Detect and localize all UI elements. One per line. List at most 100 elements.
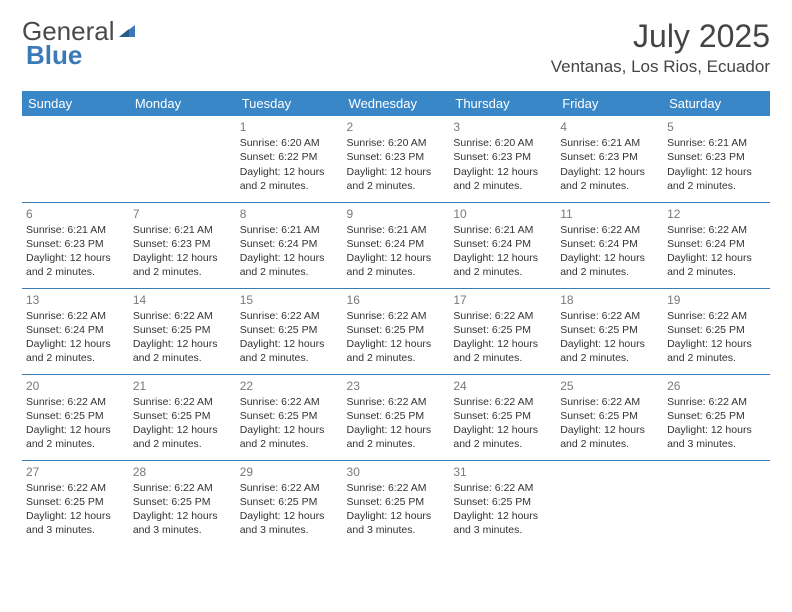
day-number: 14 — [133, 292, 232, 308]
calendar-cell: 31Sunrise: 6:22 AMSunset: 6:25 PMDayligh… — [449, 460, 556, 546]
day-number: 27 — [26, 464, 125, 480]
month-title: July 2025 — [551, 18, 770, 55]
calendar-cell: 28Sunrise: 6:22 AMSunset: 6:25 PMDayligh… — [129, 460, 236, 546]
day-number: 7 — [133, 206, 232, 222]
sunset-text: Sunset: 6:25 PM — [347, 323, 446, 337]
sunset-text: Sunset: 6:24 PM — [667, 237, 766, 251]
sunset-text: Sunset: 6:25 PM — [347, 495, 446, 509]
sunset-text: Sunset: 6:23 PM — [667, 150, 766, 164]
day-header-wednesday: Wednesday — [343, 91, 450, 116]
day-number: 19 — [667, 292, 766, 308]
calendar-cell: 15Sunrise: 6:22 AMSunset: 6:25 PMDayligh… — [236, 288, 343, 374]
calendar-row: 20Sunrise: 6:22 AMSunset: 6:25 PMDayligh… — [22, 374, 770, 460]
sunset-text: Sunset: 6:25 PM — [133, 323, 232, 337]
day-number: 12 — [667, 206, 766, 222]
day-number: 21 — [133, 378, 232, 394]
sunrise-text: Sunrise: 6:22 AM — [667, 309, 766, 323]
day-number: 28 — [133, 464, 232, 480]
calendar-cell: 13Sunrise: 6:22 AMSunset: 6:24 PMDayligh… — [22, 288, 129, 374]
sunrise-text: Sunrise: 6:22 AM — [453, 309, 552, 323]
day-header-row: Sunday Monday Tuesday Wednesday Thursday… — [22, 91, 770, 116]
sunset-text: Sunset: 6:24 PM — [560, 237, 659, 251]
calendar-cell: 20Sunrise: 6:22 AMSunset: 6:25 PMDayligh… — [22, 374, 129, 460]
calendar-cell — [663, 460, 770, 546]
header: General July 2025 Ventanas, Los Rios, Ec… — [22, 18, 770, 77]
sunrise-text: Sunrise: 6:22 AM — [133, 395, 232, 409]
sunset-text: Sunset: 6:23 PM — [560, 150, 659, 164]
calendar-row: 27Sunrise: 6:22 AMSunset: 6:25 PMDayligh… — [22, 460, 770, 546]
sunrise-text: Sunrise: 6:22 AM — [26, 481, 125, 495]
day-number: 13 — [26, 292, 125, 308]
day-header-saturday: Saturday — [663, 91, 770, 116]
daylight-text: Daylight: 12 hours and 3 minutes. — [347, 509, 446, 537]
daylight-text: Daylight: 12 hours and 2 minutes. — [560, 251, 659, 279]
day-number: 20 — [26, 378, 125, 394]
sunset-text: Sunset: 6:25 PM — [560, 409, 659, 423]
daylight-text: Daylight: 12 hours and 2 minutes. — [667, 251, 766, 279]
calendar-cell — [22, 116, 129, 202]
sunset-text: Sunset: 6:25 PM — [453, 495, 552, 509]
sunrise-text: Sunrise: 6:22 AM — [560, 223, 659, 237]
calendar-cell: 27Sunrise: 6:22 AMSunset: 6:25 PMDayligh… — [22, 460, 129, 546]
daylight-text: Daylight: 12 hours and 2 minutes. — [347, 165, 446, 193]
daylight-text: Daylight: 12 hours and 2 minutes. — [240, 251, 339, 279]
calendar-cell: 23Sunrise: 6:22 AMSunset: 6:25 PMDayligh… — [343, 374, 450, 460]
calendar-cell: 7Sunrise: 6:21 AMSunset: 6:23 PMDaylight… — [129, 202, 236, 288]
day-number: 11 — [560, 206, 659, 222]
calendar-cell: 12Sunrise: 6:22 AMSunset: 6:24 PMDayligh… — [663, 202, 770, 288]
calendar-row: 6Sunrise: 6:21 AMSunset: 6:23 PMDaylight… — [22, 202, 770, 288]
sunset-text: Sunset: 6:23 PM — [133, 237, 232, 251]
day-header-friday: Friday — [556, 91, 663, 116]
calendar-cell: 19Sunrise: 6:22 AMSunset: 6:25 PMDayligh… — [663, 288, 770, 374]
sunset-text: Sunset: 6:24 PM — [453, 237, 552, 251]
calendar-cell: 6Sunrise: 6:21 AMSunset: 6:23 PMDaylight… — [22, 202, 129, 288]
calendar-cell: 2Sunrise: 6:20 AMSunset: 6:23 PMDaylight… — [343, 116, 450, 202]
sunrise-text: Sunrise: 6:21 AM — [240, 223, 339, 237]
daylight-text: Daylight: 12 hours and 2 minutes. — [133, 423, 232, 451]
calendar-cell: 3Sunrise: 6:20 AMSunset: 6:23 PMDaylight… — [449, 116, 556, 202]
sunset-text: Sunset: 6:23 PM — [347, 150, 446, 164]
sunset-text: Sunset: 6:23 PM — [26, 237, 125, 251]
calendar-cell: 24Sunrise: 6:22 AMSunset: 6:25 PMDayligh… — [449, 374, 556, 460]
calendar-cell — [129, 116, 236, 202]
daylight-text: Daylight: 12 hours and 2 minutes. — [347, 251, 446, 279]
daylight-text: Daylight: 12 hours and 2 minutes. — [347, 337, 446, 365]
calendar-cell: 30Sunrise: 6:22 AMSunset: 6:25 PMDayligh… — [343, 460, 450, 546]
daylight-text: Daylight: 12 hours and 3 minutes. — [667, 423, 766, 451]
calendar-row: 1Sunrise: 6:20 AMSunset: 6:22 PMDaylight… — [22, 116, 770, 202]
sunrise-text: Sunrise: 6:22 AM — [133, 309, 232, 323]
calendar-cell: 29Sunrise: 6:22 AMSunset: 6:25 PMDayligh… — [236, 460, 343, 546]
calendar-cell: 26Sunrise: 6:22 AMSunset: 6:25 PMDayligh… — [663, 374, 770, 460]
daylight-text: Daylight: 12 hours and 2 minutes. — [347, 423, 446, 451]
daylight-text: Daylight: 12 hours and 2 minutes. — [26, 337, 125, 365]
sunrise-text: Sunrise: 6:20 AM — [453, 136, 552, 150]
daylight-text: Daylight: 12 hours and 2 minutes. — [133, 337, 232, 365]
sunset-text: Sunset: 6:25 PM — [667, 409, 766, 423]
day-number: 16 — [347, 292, 446, 308]
sunset-text: Sunset: 6:25 PM — [453, 323, 552, 337]
sunset-text: Sunset: 6:24 PM — [240, 237, 339, 251]
logo-word2: Blue — [26, 40, 82, 70]
sunrise-text: Sunrise: 6:20 AM — [347, 136, 446, 150]
sunrise-text: Sunrise: 6:22 AM — [240, 481, 339, 495]
calendar-cell: 1Sunrise: 6:20 AMSunset: 6:22 PMDaylight… — [236, 116, 343, 202]
calendar-cell: 25Sunrise: 6:22 AMSunset: 6:25 PMDayligh… — [556, 374, 663, 460]
daylight-text: Daylight: 12 hours and 2 minutes. — [26, 423, 125, 451]
logo-word2-wrap: Blue — [26, 42, 82, 69]
day-number: 9 — [347, 206, 446, 222]
sunset-text: Sunset: 6:22 PM — [240, 150, 339, 164]
sunrise-text: Sunrise: 6:22 AM — [453, 395, 552, 409]
sunrise-text: Sunrise: 6:22 AM — [133, 481, 232, 495]
sunrise-text: Sunrise: 6:21 AM — [26, 223, 125, 237]
calendar-row: 13Sunrise: 6:22 AMSunset: 6:24 PMDayligh… — [22, 288, 770, 374]
sunrise-text: Sunrise: 6:21 AM — [667, 136, 766, 150]
logo-triangle-icon — [117, 21, 137, 41]
calendar-cell: 11Sunrise: 6:22 AMSunset: 6:24 PMDayligh… — [556, 202, 663, 288]
daylight-text: Daylight: 12 hours and 2 minutes. — [453, 251, 552, 279]
sunrise-text: Sunrise: 6:22 AM — [560, 395, 659, 409]
sunset-text: Sunset: 6:25 PM — [240, 409, 339, 423]
calendar-cell: 16Sunrise: 6:22 AMSunset: 6:25 PMDayligh… — [343, 288, 450, 374]
sunrise-text: Sunrise: 6:21 AM — [347, 223, 446, 237]
sunset-text: Sunset: 6:25 PM — [133, 409, 232, 423]
daylight-text: Daylight: 12 hours and 2 minutes. — [133, 251, 232, 279]
